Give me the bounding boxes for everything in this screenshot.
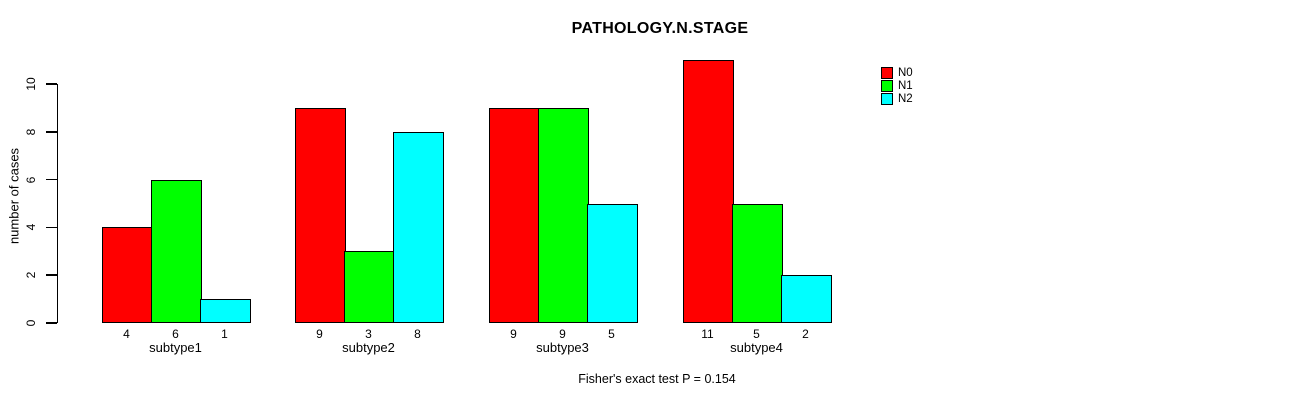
bar [489,107,540,323]
x-category-label: subtype4 [730,340,783,355]
legend-label: N0 [898,66,913,79]
legend-swatch [881,92,893,105]
y-axis-tick [45,226,57,229]
legend-row: N0 [881,66,913,79]
x-category-label: subtype3 [536,340,589,355]
bar-value-label: 8 [414,327,421,341]
y-tick-label: 8 [24,128,38,136]
y-axis-tick [45,131,57,133]
bar-value-label: 3 [365,327,372,341]
bar-value-label: 4 [123,327,130,341]
bar [151,179,202,323]
y-axis-line [56,84,58,323]
bar-value-label: 5 [753,327,760,341]
bar-value-label: 1 [221,327,228,341]
bar-value-label: 5 [608,327,615,341]
bar-value-label: 6 [172,327,179,341]
bar [538,107,589,323]
footer-annotation: Fisher's exact test P = 0.154 [578,372,736,386]
bar-value-label: 9 [316,327,323,341]
bar [683,60,734,323]
y-axis-tick [45,274,57,276]
y-tick-label: 0 [24,319,38,327]
bar [200,299,251,323]
legend-row: N1 [881,79,913,92]
y-tick-label: 4 [24,224,38,231]
x-category-label: subtype1 [149,340,202,355]
legend-row: N2 [881,92,913,105]
bar [102,227,153,323]
y-tick-label: 2 [24,271,38,279]
legend-swatch [881,66,893,79]
legend-swatch [881,79,893,92]
legend-label: N2 [898,92,913,105]
bar-value-label: 11 [701,327,714,341]
bar-value-label: 2 [802,327,809,341]
y-axis-tick [45,322,57,324]
bar-value-label: 9 [559,327,566,341]
bar [393,131,444,323]
y-axis-tick [45,83,57,85]
bar [781,275,832,323]
chart-title: PATHOLOGY.N.STAGE [571,20,749,37]
bar [587,203,638,323]
y-tick-label: 6 [24,176,38,183]
x-category-label: subtype2 [342,340,395,355]
bar [344,251,395,323]
bar [732,203,783,323]
legend-label: N1 [898,79,913,92]
bar [295,107,346,323]
bar-value-label: 9 [510,327,517,341]
y-tick-label: 10 [24,77,38,91]
legend: N0 N1 N2 [881,66,913,105]
y-axis-tick [45,178,57,181]
